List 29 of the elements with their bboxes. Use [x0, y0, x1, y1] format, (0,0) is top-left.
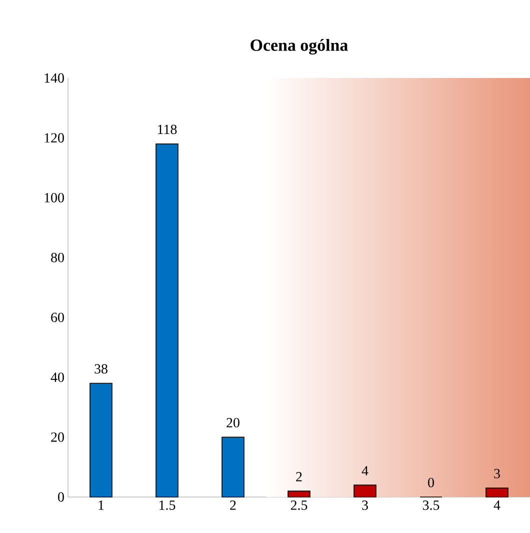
x-tick-label: 3.5 [422, 500, 440, 510]
x-tick-label: 4 [494, 500, 500, 510]
y-tick-label: 100 [44, 193, 64, 202]
x-tick-label: 1 [98, 500, 104, 510]
y-tick-label: 40 [50, 372, 64, 382]
y-tick-label: 20 [51, 432, 64, 442]
data-label: 0 [428, 478, 434, 488]
x-tick-label: 2.5 [290, 500, 308, 510]
x-tick-label: 2 [230, 500, 236, 510]
data-label: 3 [494, 468, 500, 478]
data-label: 2 [296, 472, 302, 482]
data-label: 38 [94, 364, 108, 374]
data-label: 118 [158, 124, 177, 134]
bar [354, 484, 376, 498]
y-tick-label: 120 [44, 133, 64, 143]
bar [486, 488, 508, 498]
chart-title: Ocena ogólna [250, 38, 348, 54]
y-tick-label: 140 [44, 73, 64, 83]
bar [90, 382, 112, 498]
y-tick-label: 80 [51, 252, 64, 262]
x-tick-label: 3 [362, 500, 368, 510]
bar [222, 436, 244, 498]
bar [156, 143, 178, 498]
data-label: 20 [226, 418, 240, 428]
y-tick-label: 60 [51, 312, 64, 322]
data-label: 4 [362, 466, 368, 476]
y-tick-label: 0 [58, 492, 64, 502]
x-tick-label: 1.5 [160, 500, 176, 510]
bar [288, 490, 310, 498]
